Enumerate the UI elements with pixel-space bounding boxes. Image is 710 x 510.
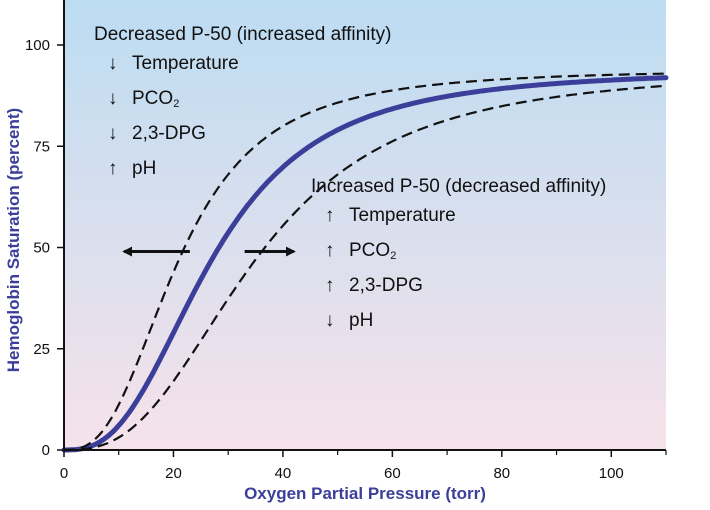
y-axis-title: Hemoglobin Saturation (percent)	[4, 107, 23, 373]
annotation-left-item: ↓ 2,3-DPG	[94, 119, 391, 154]
arrow-glyph: ↓	[108, 88, 118, 109]
x-tick-label: 80	[493, 465, 510, 482]
factor-label: pH	[132, 158, 157, 179]
curves	[61, 72, 669, 453]
y-tick-label: 100	[25, 37, 50, 54]
arrow-glyph: ↑	[108, 158, 118, 179]
arrow-glyph: ↓	[108, 53, 118, 74]
x-axis-title: Oxygen Partial Pressure (torr)	[244, 484, 486, 503]
x-tick-label: 40	[275, 465, 292, 482]
y-tick-label: 0	[42, 442, 50, 459]
arrow-glyph: ↑	[325, 205, 335, 226]
annotation-right-item: ↑ 2,3-DPG	[311, 271, 606, 306]
axis-ticks: 0 20 40 60 80 100 0 25 50 75 100	[25, 37, 667, 482]
x-tick-label: 60	[384, 465, 401, 482]
y-tick-label: 25	[33, 341, 50, 358]
arrow-glyph: ↓	[325, 310, 335, 331]
factor-label: pH	[349, 310, 374, 331]
y-tick-label: 75	[33, 138, 50, 155]
y-tick-label: 50	[33, 240, 50, 257]
curve-normal	[61, 75, 669, 453]
factor-label: 2,3-DPG	[132, 123, 206, 144]
x-tick-label: 0	[60, 465, 68, 482]
annotation-left: Decreased P-50 (increased affinity) ↓ Tem…	[94, 20, 391, 189]
annotation-right-item: ↓ pH	[311, 306, 606, 341]
arrow-glyph: ↑	[325, 240, 335, 261]
annotation-left-title: Decreased P-50 (increased affinity)	[94, 24, 392, 45]
x-tick-label: 20	[165, 465, 182, 482]
annotation-left-item: ↓ Temperature	[94, 49, 391, 84]
x-tick-label: 100	[599, 465, 624, 482]
factor-subscript: 2	[390, 250, 397, 262]
arrow-glyph: ↑	[325, 275, 335, 296]
annotation-left-item: ↑ pH	[94, 154, 391, 189]
annotation-left-item: ↓ PCO2	[94, 84, 391, 119]
factor-label: PCO	[132, 88, 174, 109]
annotation-right: Increased P-50 (decreased affinity) ↑ Tem…	[311, 172, 606, 341]
curve-right-shift	[64, 84, 667, 452]
factor-subscript: 2	[173, 98, 180, 110]
factor-label: Temperature	[132, 53, 239, 74]
annotation-right-title: Increased P-50 (decreased affinity)	[311, 176, 607, 197]
annotation-right-item: ↑ PCO2	[311, 236, 606, 271]
factor-label: Temperature	[349, 205, 456, 226]
plot-background	[64, 0, 666, 450]
arrow-glyph: ↓	[108, 123, 118, 144]
factor-label: PCO	[349, 240, 391, 261]
factor-label: 2,3-DPG	[349, 275, 423, 296]
curve-left-shift	[64, 72, 667, 452]
annotation-right-item: ↑ Temperature	[311, 201, 606, 236]
